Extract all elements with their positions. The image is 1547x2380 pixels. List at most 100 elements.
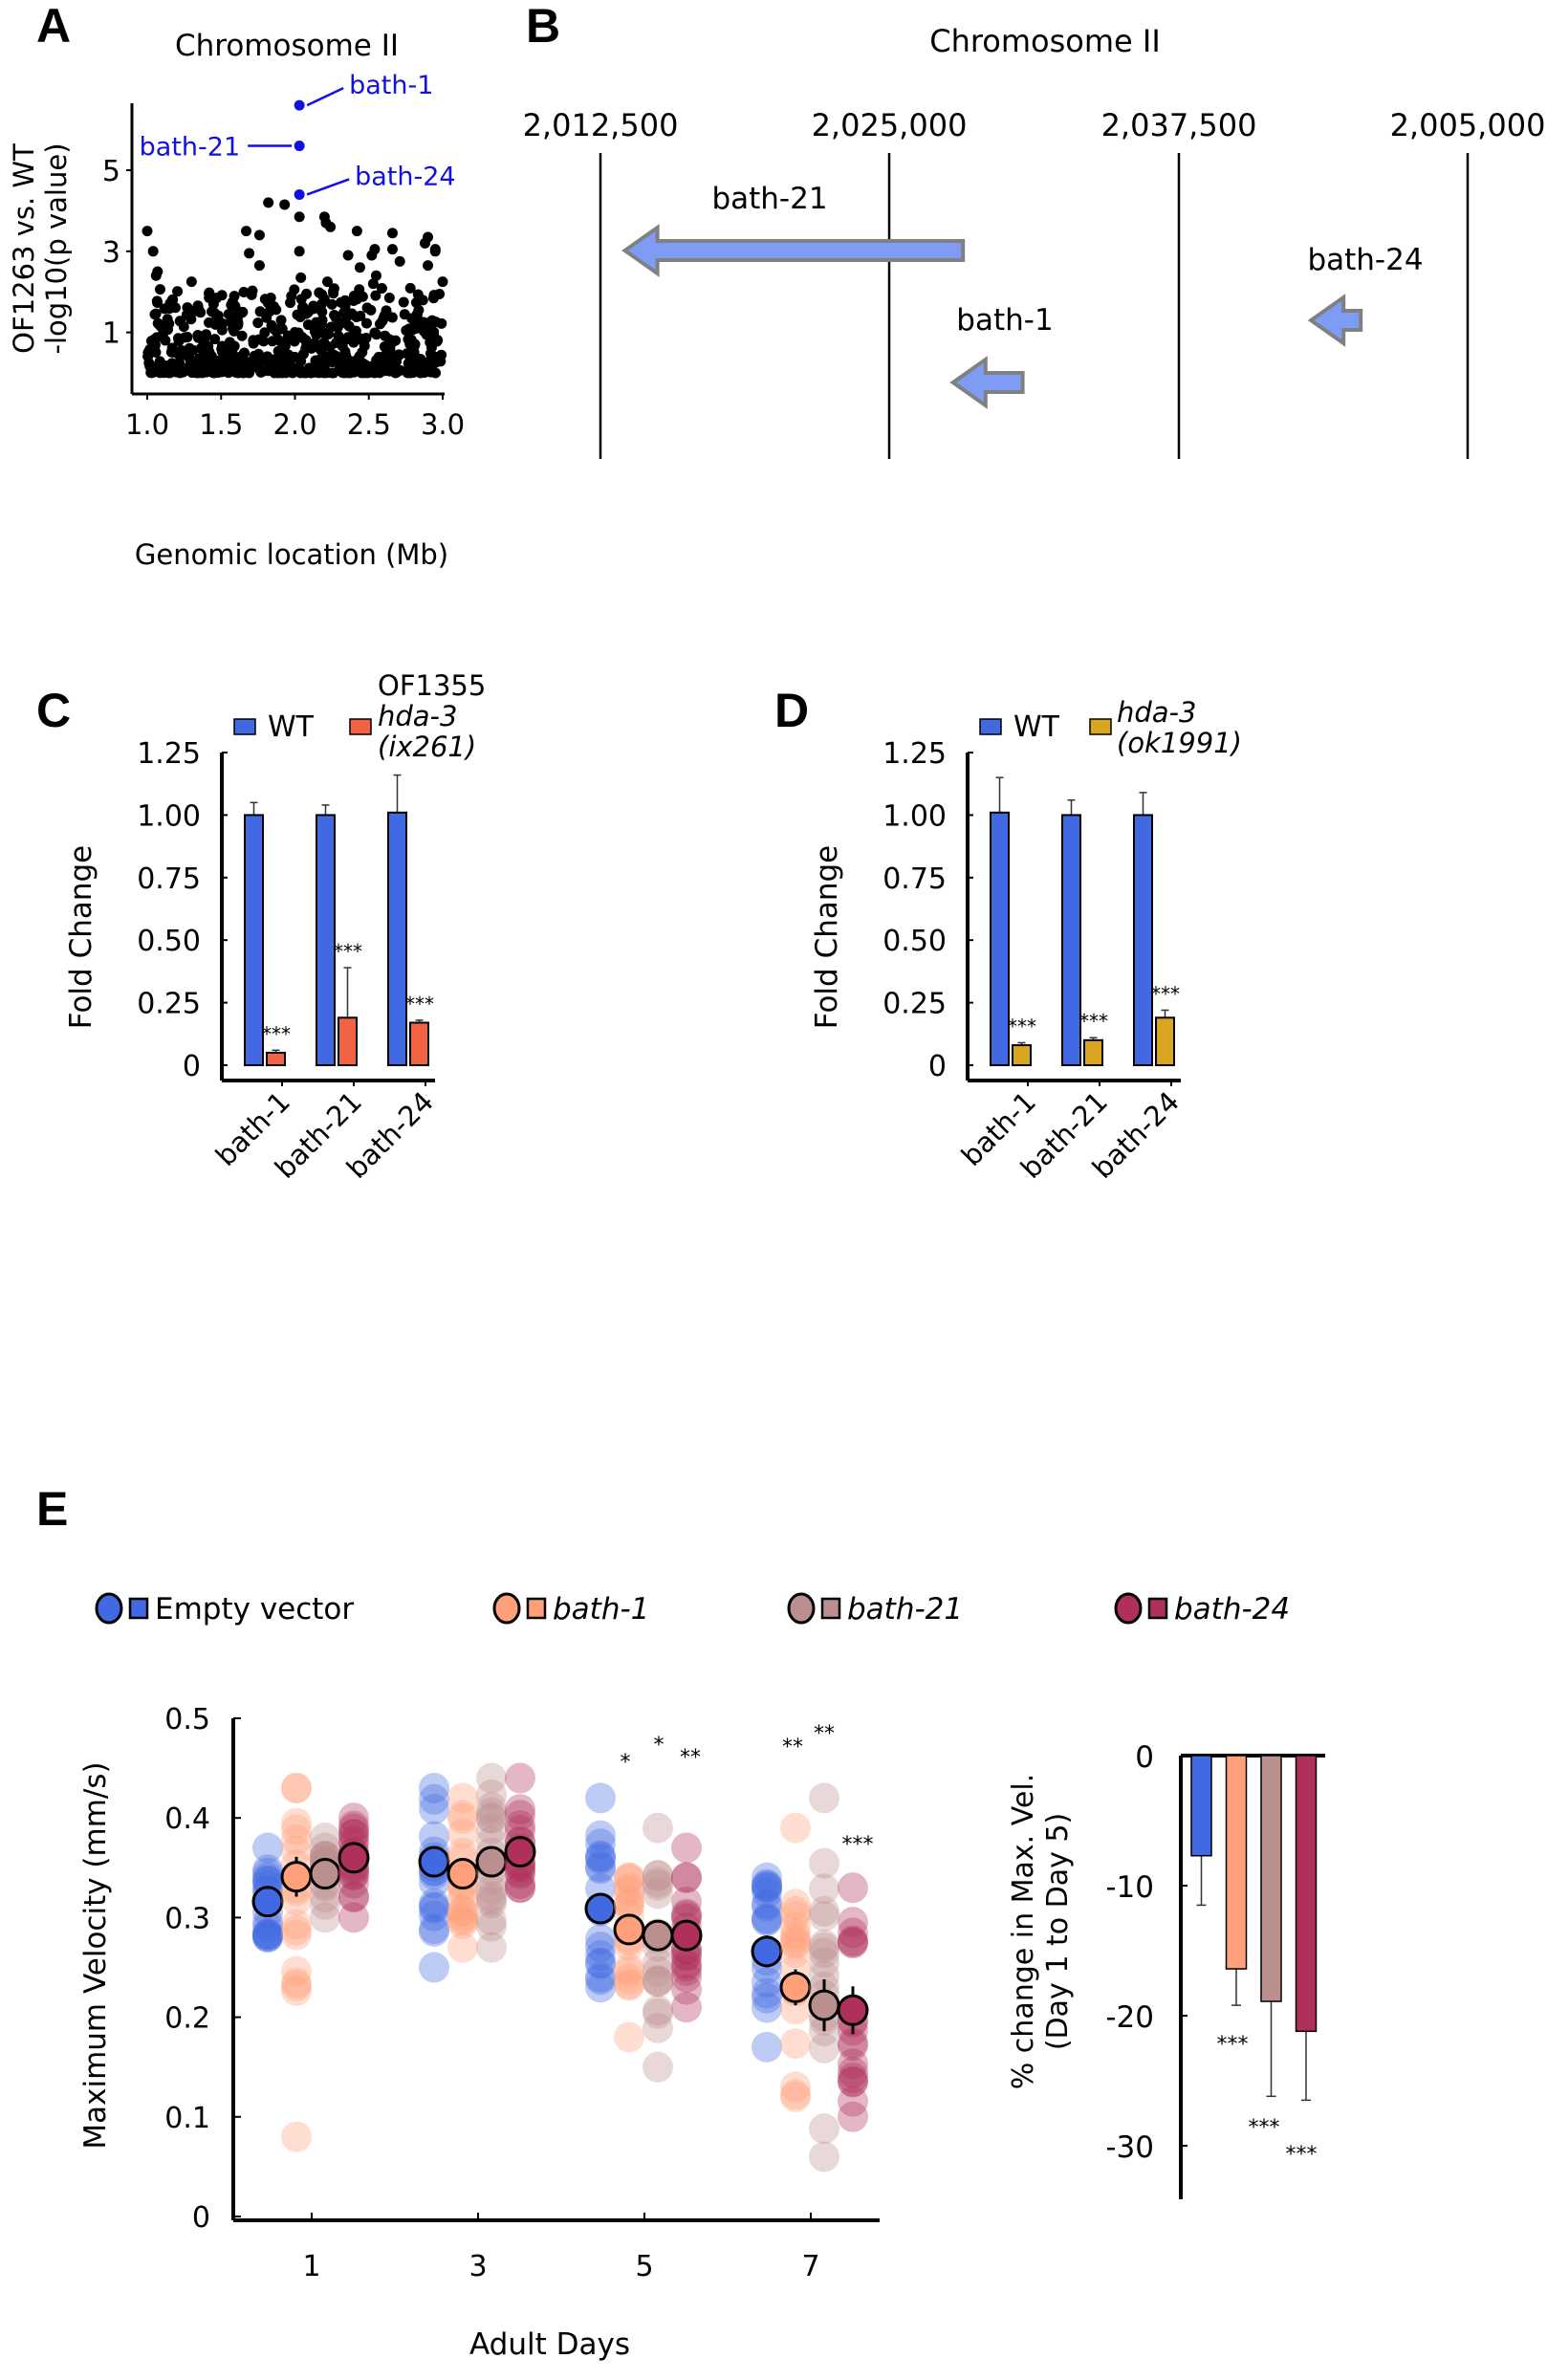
worm-point	[281, 1955, 312, 1987]
worm-point	[809, 1947, 839, 1978]
data-point	[271, 356, 282, 367]
y-tick-label: 1	[102, 317, 120, 351]
panel-letter-e: E	[36, 1482, 68, 1536]
worm-point	[505, 1762, 535, 1794]
x-tick-label: 1	[302, 2250, 320, 2283]
data-point	[232, 319, 244, 331]
significance-marker: *	[654, 1734, 665, 1758]
worm-point	[614, 1889, 644, 1921]
x-axis-label: Genomic location (Mb)	[135, 538, 448, 571]
mean-marker	[642, 1919, 674, 1952]
worm-point	[419, 1821, 449, 1852]
data-point	[316, 289, 328, 300]
worm-point	[476, 1905, 507, 1936]
legend-circle	[1114, 1592, 1143, 1625]
highlight-point	[294, 141, 305, 152]
worm-point	[838, 2030, 868, 2062]
worm-point	[809, 1932, 839, 1963]
data-point	[217, 317, 229, 329]
mean-marker	[504, 1836, 536, 1868]
data-point	[237, 367, 249, 379]
worm-point	[447, 1802, 478, 1834]
worm-point	[281, 1835, 312, 1867]
worm-point	[447, 1895, 478, 1927]
data-point	[229, 340, 240, 352]
worm-point	[281, 1814, 312, 1845]
worm-point	[614, 1862, 644, 1893]
bar	[1295, 1755, 1318, 2033]
worm-point	[338, 1882, 369, 1913]
worm-point	[752, 1890, 782, 1922]
y-tick-label: 0	[1135, 1740, 1154, 1775]
worm-point	[585, 1964, 616, 1996]
worm-point	[505, 1810, 535, 1842]
worm-point	[838, 1927, 868, 1958]
data-point	[419, 237, 430, 249]
data-point	[299, 334, 311, 345]
y-tick-label: 5	[102, 155, 120, 188]
legend-label: (ok1991)	[1117, 727, 1242, 759]
y-tick-label: 0.50	[137, 925, 201, 958]
data-point	[172, 286, 184, 297]
data-point	[220, 354, 231, 365]
data-point	[325, 321, 337, 333]
data-point	[272, 345, 284, 357]
data-point	[185, 276, 197, 288]
data-point	[387, 365, 399, 377]
y-tick-label: 0.3	[164, 1902, 210, 1935]
data-point	[383, 292, 395, 303]
worm-point	[419, 1891, 449, 1923]
panel-letter-a: A	[36, 0, 71, 53]
leader-line	[306, 87, 344, 107]
worm-point	[643, 1947, 673, 1978]
mean-marker	[251, 1886, 284, 1918]
data-point	[238, 286, 250, 297]
significance-marker: ***	[1151, 982, 1180, 1005]
worm-point	[419, 1900, 449, 1932]
data-point	[398, 296, 409, 308]
worm-point	[671, 1832, 702, 1864]
data-point	[151, 295, 163, 307]
data-point	[412, 289, 424, 300]
y-tick-label: 1.25	[882, 737, 947, 771]
data-point	[316, 318, 327, 330]
data-point	[275, 315, 287, 326]
worm-point	[752, 1862, 782, 1893]
worm-point	[585, 1844, 616, 1875]
data-point	[386, 228, 398, 239]
worm-point	[614, 1889, 644, 1920]
data-point	[385, 338, 397, 350]
data-point	[361, 302, 373, 314]
data-point	[152, 317, 163, 329]
data-point	[351, 226, 362, 237]
worm-point	[838, 1872, 868, 1904]
data-point	[165, 346, 177, 358]
worm-point	[809, 1782, 839, 1814]
worm-point	[505, 1872, 535, 1904]
worm-point	[752, 1982, 782, 2014]
data-point	[339, 346, 351, 358]
worm-point	[585, 1972, 616, 2003]
data-point	[309, 325, 320, 337]
legend-swatch	[526, 1597, 547, 1620]
data-point	[386, 312, 398, 323]
x-tick-label: 3.0	[421, 408, 465, 441]
worm-point	[643, 1966, 673, 1998]
data-point	[366, 250, 378, 261]
y-tick-label: -20	[1105, 2000, 1154, 2035]
worm-point	[838, 2027, 868, 2059]
data-point	[253, 229, 265, 241]
worm-point	[780, 2081, 811, 2112]
worm-point	[281, 1970, 312, 2001]
worm-point	[476, 1881, 507, 1912]
bar	[1133, 814, 1153, 1067]
panel-b-gene-diagram: Chromosome II 2,012,500 2,025,000 2,037,500…	[523, 23, 1545, 459]
coordinate-label: 2,037,500	[1101, 107, 1257, 143]
data-point	[410, 319, 422, 331]
worm-point	[585, 1961, 616, 1993]
y-tick-label: 0.25	[882, 988, 947, 1021]
panel-e-legend: Empty vector bath-1 bath-21 bath-24	[95, 1592, 1290, 1627]
bar	[990, 811, 1010, 1066]
worm-point	[338, 1819, 369, 1850]
